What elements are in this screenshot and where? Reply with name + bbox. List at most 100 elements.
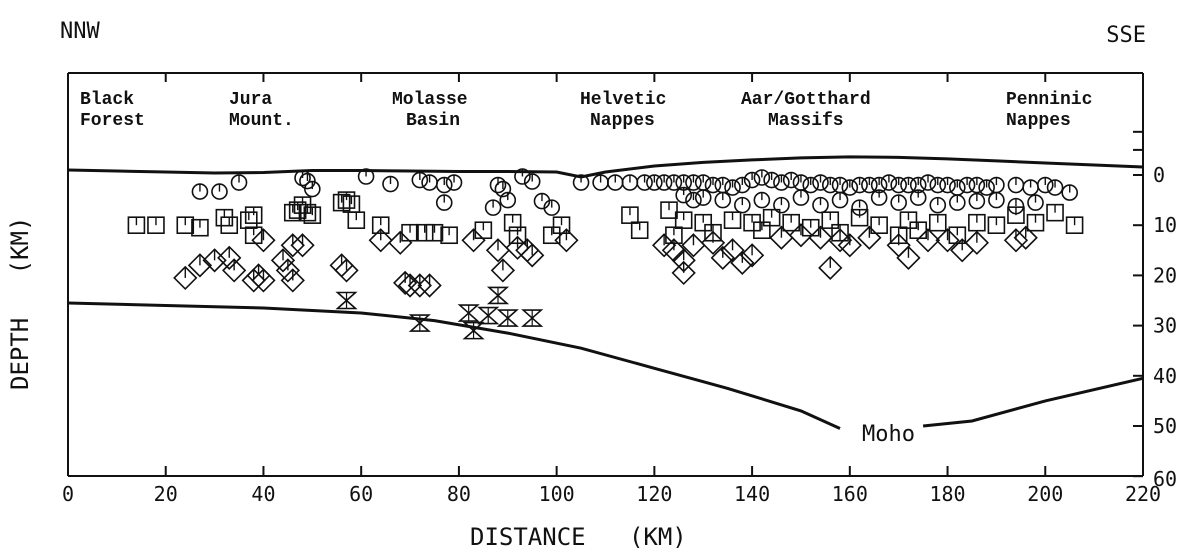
region-label-line1: Penninic [1006, 90, 1092, 110]
hypocenter-circle [665, 174, 683, 191]
hypocenter-hourglass [496, 309, 519, 327]
hypocenter-square [239, 211, 258, 229]
hypocenter-diamond [280, 233, 305, 258]
region-label-line2: Nappes [590, 111, 655, 131]
hypocenter-square [870, 216, 888, 234]
hypocenter-circle [514, 168, 531, 185]
hypocenter-square [542, 226, 561, 245]
hypocenter-square [244, 206, 263, 224]
hypocenter-circle [704, 176, 722, 194]
y-tick-label: 60 [1153, 467, 1177, 491]
hypocenter-diamond [739, 243, 765, 268]
hypocenter-circle [675, 186, 692, 204]
hypocenter-diamond [187, 253, 213, 278]
hypocenter-circle [988, 191, 1005, 209]
hypocenter-diamond [671, 260, 696, 286]
hypocenter-circle [685, 174, 702, 191]
hypocenter-circle [572, 174, 590, 191]
hypocenter-circle [870, 189, 888, 206]
y-tick-label: 0 [1153, 163, 1165, 187]
hypocenter-circle [929, 196, 947, 214]
hypocenter-circle [421, 174, 438, 191]
hypocenter-circle [812, 196, 829, 214]
hypocenter-diamond [407, 273, 432, 298]
hypocenter-circle [357, 168, 375, 185]
hypocenter-square [474, 221, 493, 240]
hypocenter-square [909, 221, 928, 240]
hypocenter-circle [743, 171, 761, 189]
plot-frame [67, 72, 1144, 477]
x-axis-label: DISTANCE (KM) [470, 523, 687, 551]
y-tick-label: 40 [1153, 364, 1177, 388]
x-tick-label: 0 [62, 482, 74, 506]
direction-label-right: SSE [1106, 23, 1146, 48]
hypocenter-circle [949, 179, 966, 196]
hypocenter-diamond [173, 265, 198, 291]
hypocenter-circle [655, 174, 673, 191]
hypocenter-square [928, 213, 947, 232]
direction-label-left: NNW [60, 19, 100, 44]
hypocenter-diamond [896, 245, 921, 270]
hypocenter-circle [821, 176, 839, 194]
hypocenter-circle [685, 191, 702, 209]
hypocenter-circle [694, 189, 712, 206]
hypocenter-diamond [275, 258, 301, 283]
hypocenter-circle [890, 176, 907, 194]
hypocenter-circle [382, 175, 399, 193]
hypocenter-diamond [935, 228, 960, 253]
hypocenter-square [298, 203, 317, 222]
hypocenter-diamond [788, 223, 814, 248]
x-tick-label: 120 [636, 482, 672, 506]
hypocenter-circle [435, 194, 453, 211]
hypocenter-diamond [280, 268, 305, 293]
region-label-line2: Nappes [1006, 111, 1071, 131]
hypocenter-circle [792, 189, 810, 206]
hypocenter-diamond [222, 258, 247, 283]
hypocenter-circle [294, 169, 311, 187]
hypocenter-diamond [837, 233, 862, 258]
region-label-line2: Basin [406, 111, 460, 131]
hypocenter-circle [978, 179, 995, 196]
hypocenter-circle [851, 176, 868, 194]
hypocenter-square [821, 211, 840, 229]
hypocenter-circle [499, 191, 517, 209]
hypocenter-circle [1027, 194, 1044, 211]
axis-ticks [67, 73, 1144, 478]
hypocenter-circle [949, 194, 966, 211]
hypocenter-diamond [393, 270, 418, 296]
hypocenter-circle [763, 171, 780, 189]
hypocenter-circle [694, 174, 712, 191]
hypocenter-diamond [290, 233, 315, 258]
hypocenter-circle [543, 199, 561, 216]
hypocenter-circle [880, 174, 898, 191]
y-tick-labels: 0 10 20 30 40 50 60 [1153, 163, 1177, 491]
hypocenter-square [503, 213, 522, 232]
region-label-line2: Massifs [768, 111, 844, 131]
hypocenter-circle [890, 194, 907, 211]
region-label-line1: Aar/Gotthard [741, 90, 871, 110]
hypocenter-square [415, 223, 434, 242]
hypocenter-circle [484, 199, 502, 216]
hypocenter-circle [411, 171, 429, 189]
x-tick-label: 160 [832, 482, 868, 506]
hypocenter-square [220, 216, 239, 234]
hypocenter-diamond [251, 228, 276, 253]
x-tick-labels: 0 20 40 60 80 100 120 140 160 180 200 220 [62, 482, 1161, 506]
hypocenter-diamond [681, 233, 706, 258]
hypocenter-diamond [769, 225, 794, 250]
hypocenter-circle [831, 191, 849, 209]
hypocenter-square [753, 221, 771, 240]
x-tick-label: 20 [154, 482, 178, 506]
hypocenter-diamond [964, 230, 989, 255]
hypocenter-circle [861, 176, 878, 194]
hypocenter-circle [919, 174, 937, 191]
hypocenter-square [401, 223, 419, 242]
hypocenter-diamond [1003, 228, 1029, 253]
hypocenter-diamond [368, 228, 393, 253]
hypocenter-circle [753, 191, 771, 209]
